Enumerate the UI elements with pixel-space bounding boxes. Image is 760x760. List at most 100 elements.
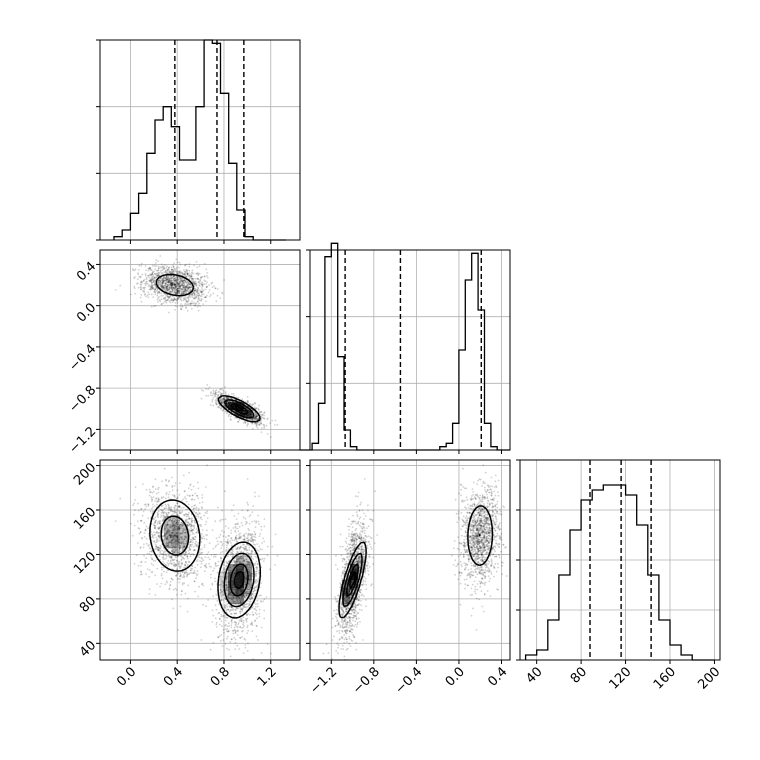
sample-point [252,605,254,608]
sample-point [192,536,195,539]
sample-point [158,521,161,524]
sample-point [255,603,257,605]
sample-point [197,509,200,512]
sample-point [197,272,199,274]
sample-point [167,512,170,514]
sample-point [241,398,244,401]
sample-point [168,280,171,282]
sample-point [207,599,210,601]
sample-point [255,556,258,559]
sample-point [201,284,204,286]
sample-point [167,564,170,567]
sample-point [177,563,180,566]
sample-point [173,284,176,286]
sample-point [173,267,176,270]
sample-point [193,297,196,300]
sample-point [173,562,176,564]
sample-point [162,552,165,555]
sample-point [226,555,229,558]
sample-point [160,266,163,269]
sample-point [163,267,166,270]
sample-point [180,284,183,287]
sample-point [161,283,164,285]
sample-point [188,275,190,278]
sample-point [246,478,249,480]
sample-point [162,265,164,268]
sample-point [247,527,250,530]
sample-point [204,511,207,514]
sample-point [165,301,168,304]
sample-point [145,282,148,285]
sample-point [192,281,195,284]
sample-point [185,290,188,292]
sample-point [158,549,161,552]
sample-point [194,297,197,300]
sample-point [243,543,246,546]
sample-point [205,268,208,271]
sample-point [182,288,185,291]
sample-point [167,280,170,283]
sample-point [157,267,160,270]
sample-point [154,560,157,562]
sample-point [154,262,157,264]
sample-point [114,289,117,291]
sample-point [197,507,200,510]
sample-point [164,282,166,285]
sample-point [197,281,200,283]
sample-point [169,583,172,586]
sample-point [151,500,153,503]
sample-point [177,287,180,290]
sample-point [230,532,232,534]
sample-point [169,280,172,283]
sample-point [263,540,266,543]
sample-point [168,281,170,283]
sample-point [181,278,184,280]
sample-point [143,291,146,293]
sample-point [202,535,205,538]
sample-point [206,553,209,556]
sample-point [153,270,155,273]
sample-point [178,290,181,293]
sample-point [169,277,172,280]
sample-point [183,554,186,557]
sample-point [173,279,176,282]
sample-point [133,502,136,505]
sample-point [198,265,201,268]
sample-point [263,525,266,528]
sample-point [164,277,167,279]
sample-point [263,427,266,429]
sample-point [177,284,180,286]
sample-point [191,269,194,272]
sample-point [167,496,170,499]
sample-point [142,510,145,513]
sample-point [194,287,197,290]
sample-point [214,555,217,558]
sample-point [255,585,258,588]
sample-point [145,280,148,283]
sample-point [138,269,140,271]
sample-point [148,494,151,497]
sample-point [165,286,168,289]
sample-point [139,531,142,534]
sample-point [180,284,182,287]
sample-point [182,291,185,294]
sample-point [174,574,177,577]
sample-point [220,560,223,562]
sample-point [147,269,150,272]
sample-point [189,294,191,296]
sample-point [158,299,161,302]
sample-point [212,397,215,399]
sample-point [259,548,262,550]
sample-point [231,392,233,395]
sample-point [143,288,146,290]
sample-point [134,486,137,489]
sample-point [189,296,192,298]
sample-point [166,289,169,291]
sample-point [242,619,245,622]
sample-point [170,284,173,287]
sample-point [165,287,168,290]
sample-point [195,531,198,534]
sample-point [157,281,160,284]
sample-point [206,464,209,467]
sample-point [184,288,186,290]
